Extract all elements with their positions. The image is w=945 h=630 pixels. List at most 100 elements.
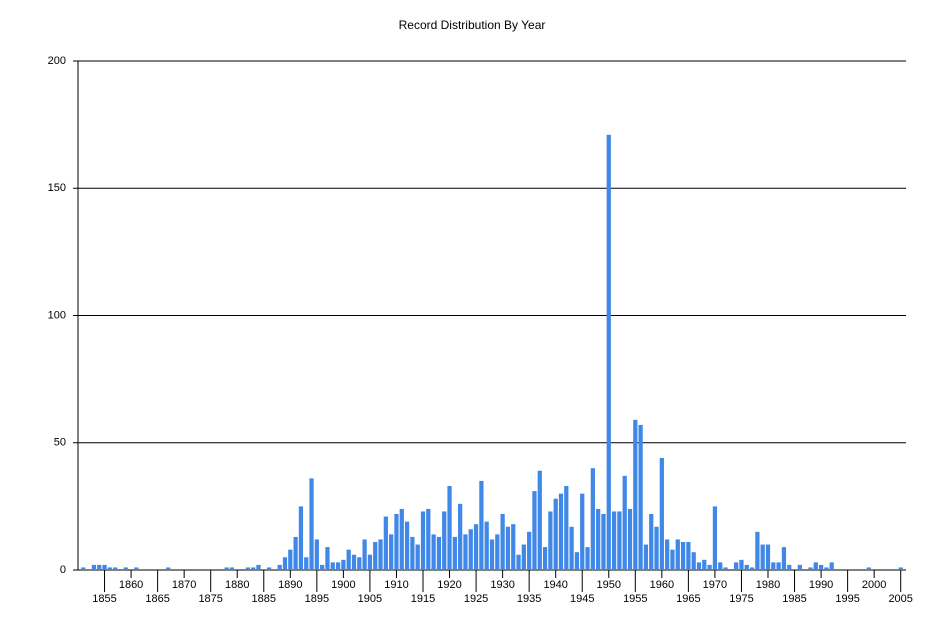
- bar: [707, 564, 712, 570]
- x-tick-label: 1905: [358, 593, 382, 605]
- x-tick-label: 1860: [119, 579, 143, 591]
- bar: [649, 514, 654, 570]
- bar: [818, 564, 824, 570]
- bar: [436, 536, 442, 570]
- bar: [458, 503, 463, 570]
- bar: [277, 564, 282, 570]
- bar: [601, 514, 606, 570]
- x-tick-label: 1990: [809, 579, 833, 591]
- bar: [542, 547, 548, 570]
- bar: [447, 486, 452, 570]
- bar: [362, 539, 367, 570]
- bar: [665, 539, 670, 570]
- x-tick-label: 1925: [464, 593, 488, 605]
- bar: [680, 542, 686, 570]
- bar: [511, 524, 516, 570]
- bar: [463, 534, 468, 570]
- x-tick-label: 1895: [305, 593, 329, 605]
- bar: [452, 536, 457, 570]
- bar: [824, 567, 829, 570]
- bar: [245, 567, 250, 570]
- y-tick-label: 100: [48, 309, 66, 321]
- bar: [723, 567, 728, 570]
- bar: [797, 564, 802, 570]
- x-tick-label: 2000: [862, 579, 886, 591]
- bar: [134, 567, 139, 570]
- bar: [224, 567, 229, 570]
- bar: [288, 549, 293, 570]
- x-tick-label: 1955: [623, 593, 647, 605]
- bar: [357, 557, 362, 570]
- bar: [771, 562, 776, 570]
- bar: [755, 531, 760, 570]
- bar: [102, 564, 107, 570]
- bar: [898, 567, 903, 570]
- bar: [325, 547, 330, 570]
- bar: [335, 562, 341, 570]
- bar: [304, 557, 309, 570]
- bar: [744, 564, 749, 570]
- x-tick-label: 1975: [729, 593, 753, 605]
- bar: [81, 567, 86, 570]
- bar: [394, 514, 399, 570]
- x-tick-label: 1970: [703, 579, 727, 591]
- bar: [734, 562, 739, 570]
- bar: [309, 478, 314, 570]
- bar: [484, 521, 489, 570]
- x-tick-label: 1875: [198, 593, 222, 605]
- x-tick-label: 1945: [570, 593, 594, 605]
- bar: [596, 508, 601, 570]
- bar: [97, 564, 102, 570]
- bar: [686, 542, 691, 570]
- bar: [702, 559, 707, 570]
- bar: [553, 498, 558, 570]
- bar: [420, 511, 426, 570]
- x-tick-label: 1920: [437, 579, 461, 591]
- bar: [691, 552, 696, 570]
- x-tick-label: 1995: [835, 593, 859, 605]
- x-tick-label: 1960: [650, 579, 674, 591]
- x-tick-label: 1915: [411, 593, 435, 605]
- bar: [251, 567, 256, 570]
- bar: [91, 564, 97, 570]
- bar: [282, 557, 288, 570]
- bar: [654, 526, 659, 570]
- bar: [166, 567, 171, 570]
- bar: [537, 470, 542, 570]
- bar: [442, 511, 447, 570]
- bar: [378, 539, 383, 570]
- bar: [622, 475, 627, 570]
- bar: [633, 419, 638, 570]
- bar: [617, 511, 622, 570]
- x-tick-label: 1985: [782, 593, 806, 605]
- bar: [527, 531, 532, 570]
- bar: [495, 534, 500, 570]
- bar: [298, 506, 304, 570]
- bar: [229, 567, 235, 570]
- bar: [611, 511, 617, 570]
- bar: [367, 554, 373, 570]
- bar: [739, 559, 744, 570]
- bar: [606, 134, 611, 570]
- bar: [718, 562, 723, 570]
- bar: [426, 508, 431, 570]
- bar: [675, 539, 680, 570]
- bar: [776, 562, 781, 570]
- x-tick-label: 1865: [145, 593, 169, 605]
- bar: [580, 493, 585, 570]
- bar: [431, 534, 436, 570]
- x-tick-label: 1965: [676, 593, 700, 605]
- bar: [558, 493, 564, 570]
- x-tick-label: 1935: [517, 593, 541, 605]
- bar: [521, 544, 526, 570]
- bar: [749, 567, 755, 570]
- x-tick-label: 1900: [331, 579, 355, 591]
- bar: [256, 564, 261, 570]
- bar: [696, 562, 702, 570]
- x-tick-label: 1930: [490, 579, 514, 591]
- bar: [627, 508, 633, 570]
- bar: [330, 562, 335, 570]
- x-tick-label: 1890: [278, 579, 302, 591]
- x-tick-label: 1940: [543, 579, 567, 591]
